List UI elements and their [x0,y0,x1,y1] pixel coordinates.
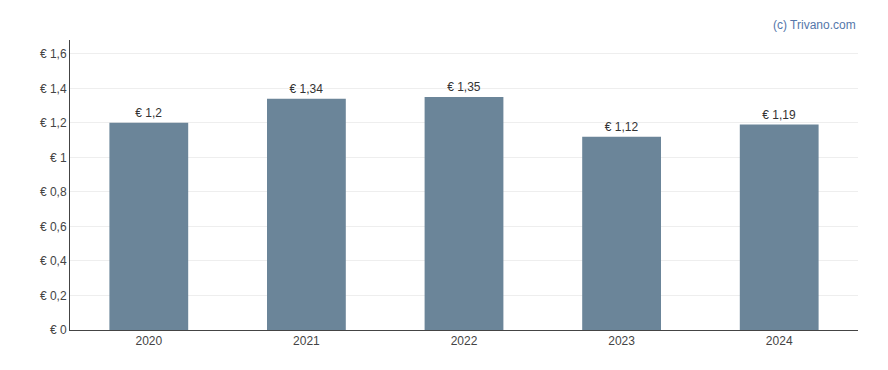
svg-text:€ 0: € 0 [50,323,67,337]
svg-text:€ 1,2: € 1,2 [40,116,67,130]
svg-text:€ 1,4: € 1,4 [40,82,67,96]
svg-text:€ 1,35: € 1,35 [447,80,481,94]
svg-text:2023: 2023 [608,334,635,348]
svg-text:(c) Trivano.com: (c) Trivano.com [773,18,856,32]
svg-text:€ 1,6: € 1,6 [40,47,67,61]
svg-text:€ 0,4: € 0,4 [40,254,67,268]
svg-text:2024: 2024 [766,334,793,348]
svg-text:€ 0,2: € 0,2 [40,289,67,303]
svg-text:€ 1,34: € 1,34 [290,82,324,96]
svg-text:€ 1,19: € 1,19 [762,108,796,122]
svg-text:€ 0,6: € 0,6 [40,220,67,234]
svg-text:€ 1: € 1 [50,151,67,165]
svg-text:€ 1,12: € 1,12 [605,120,639,134]
svg-text:€ 0,8: € 0,8 [40,185,67,199]
svg-text:2020: 2020 [135,334,162,348]
svg-text:2021: 2021 [293,334,320,348]
svg-text:€ 1,2: € 1,2 [135,106,162,120]
svg-text:2022: 2022 [451,334,478,348]
